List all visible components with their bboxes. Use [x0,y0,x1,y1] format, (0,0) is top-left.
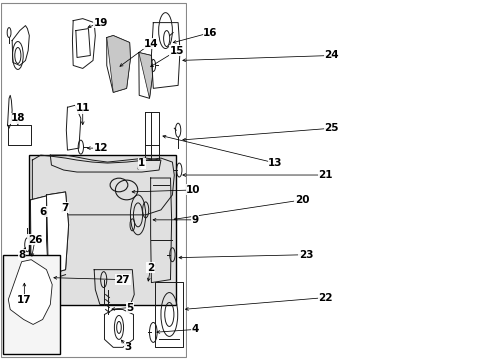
Text: 25: 25 [324,123,339,133]
Bar [29,155,176,305]
Text: 22: 22 [318,293,332,302]
Text: 10: 10 [186,185,200,195]
Text: 1: 1 [138,158,145,168]
Polygon shape [8,260,52,324]
Text: 14: 14 [143,39,158,49]
Text: 18: 18 [11,113,25,123]
Text: 7: 7 [61,203,68,213]
Text: 23: 23 [298,250,312,260]
Text: 15: 15 [169,45,184,55]
Text: 11: 11 [75,103,90,113]
Bar [2,255,60,354]
Polygon shape [139,53,152,98]
Text: 3: 3 [124,342,131,352]
Polygon shape [46,192,68,275]
Text: 2: 2 [147,263,154,273]
Text: 8: 8 [18,250,25,260]
Text: 5: 5 [126,302,133,312]
Text: 17: 17 [17,294,32,305]
Text: 20: 20 [294,195,309,205]
Text: 13: 13 [267,158,282,168]
Text: 6: 6 [40,207,47,217]
Text: 9: 9 [191,215,199,225]
Text: 21: 21 [318,170,332,180]
Text: 16: 16 [203,28,217,37]
Polygon shape [30,195,54,285]
Text: 12: 12 [93,143,108,153]
Text: 27: 27 [115,275,130,285]
Text: 19: 19 [93,18,108,28]
Polygon shape [106,36,130,92]
Text: 4: 4 [191,324,199,334]
Text: 24: 24 [324,50,339,60]
Text: 26: 26 [28,235,42,245]
